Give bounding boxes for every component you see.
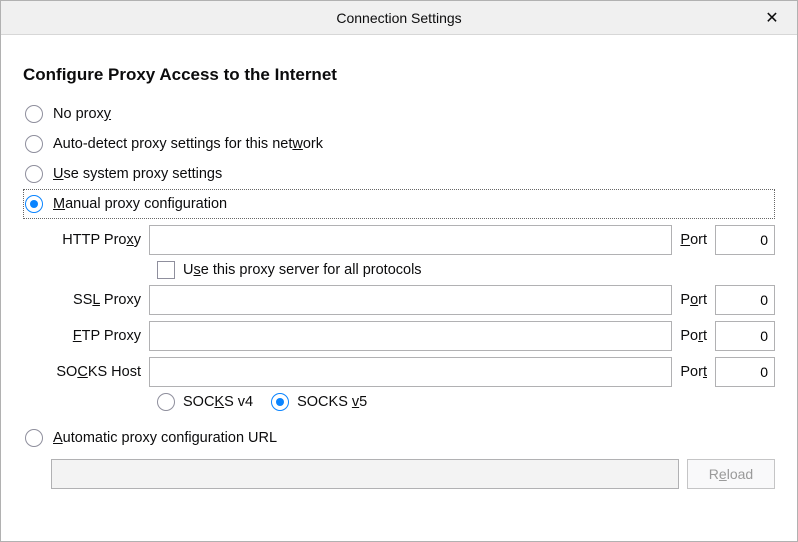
share-proxy-row[interactable]: Use this proxy server for all protocols — [157, 261, 775, 279]
option-pac[interactable]: Automatic proxy configuration URL — [23, 423, 775, 453]
socks-version-row: SOCKS v4 SOCKS v5 — [157, 393, 775, 411]
socks-port-input[interactable] — [715, 357, 775, 387]
ftp-proxy-port-input[interactable] — [715, 321, 775, 351]
label-pac: Automatic proxy configuration URL — [53, 430, 277, 446]
ftp-proxy-row: FTP Proxy Port — [51, 321, 775, 351]
dialog-content: Configure Proxy Access to the Internet N… — [1, 35, 797, 499]
option-auto-detect[interactable]: Auto-detect proxy settings for this netw… — [23, 129, 775, 159]
ftp-proxy-host-input[interactable] — [149, 321, 672, 351]
section-title: Configure Proxy Access to the Internet — [23, 65, 775, 85]
titlebar: Connection Settings ✕ — [1, 1, 797, 35]
ssl-proxy-label: SSL Proxy — [51, 292, 141, 308]
socks-host-label: SOCKS Host — [51, 364, 141, 380]
reload-button: Reload — [687, 459, 775, 489]
http-proxy-label: HTTP Proxy — [51, 232, 141, 248]
radio-manual-proxy[interactable] — [25, 195, 43, 213]
option-system-proxy[interactable]: Use system proxy settings — [23, 159, 775, 189]
ssl-proxy-row: SSL Proxy Port — [51, 285, 775, 315]
radio-system-proxy[interactable] — [25, 165, 43, 183]
ssl-proxy-host-input[interactable] — [149, 285, 672, 315]
close-icon: ✕ — [765, 8, 778, 28]
label-socks-v5: SOCKS v5 — [297, 394, 367, 410]
socks-host-input[interactable] — [149, 357, 672, 387]
ssl-proxy-port-label: Port — [680, 292, 707, 308]
radio-no-proxy[interactable] — [25, 105, 43, 123]
manual-proxy-grid: HTTP Proxy Port Use this proxy server fo… — [51, 225, 775, 411]
socks-host-row: SOCKS Host Port — [51, 357, 775, 387]
label-manual-proxy: Manual proxy configuration — [53, 196, 227, 212]
label-auto-detect: Auto-detect proxy settings for this netw… — [53, 136, 323, 152]
option-manual-proxy[interactable]: Manual proxy configuration — [23, 189, 775, 219]
label-socks-v4: SOCKS v4 — [183, 394, 253, 410]
ftp-proxy-port-label: Port — [680, 328, 707, 344]
pac-url-row: Reload — [51, 459, 775, 489]
dialog-title: Connection Settings — [1, 10, 797, 26]
http-proxy-port-label: Port — [680, 232, 707, 248]
close-button[interactable]: ✕ — [755, 1, 789, 35]
ssl-proxy-port-input[interactable] — [715, 285, 775, 315]
radio-pac[interactable] — [25, 429, 43, 447]
http-proxy-port-input[interactable] — [715, 225, 775, 255]
share-proxy-label: Use this proxy server for all protocols — [183, 262, 422, 278]
label-system-proxy: Use system proxy settings — [53, 166, 222, 182]
http-proxy-row: HTTP Proxy Port — [51, 225, 775, 255]
share-proxy-checkbox[interactable] — [157, 261, 175, 279]
option-no-proxy[interactable]: No proxy — [23, 99, 775, 129]
radio-auto-detect[interactable] — [25, 135, 43, 153]
socks-port-label: Port — [680, 364, 707, 380]
label-no-proxy: No proxy — [53, 106, 111, 122]
http-proxy-host-input[interactable] — [149, 225, 672, 255]
pac-url-input — [51, 459, 679, 489]
radio-socks-v5[interactable] — [271, 393, 289, 411]
radio-socks-v4[interactable] — [157, 393, 175, 411]
ftp-proxy-label: FTP Proxy — [51, 328, 141, 344]
